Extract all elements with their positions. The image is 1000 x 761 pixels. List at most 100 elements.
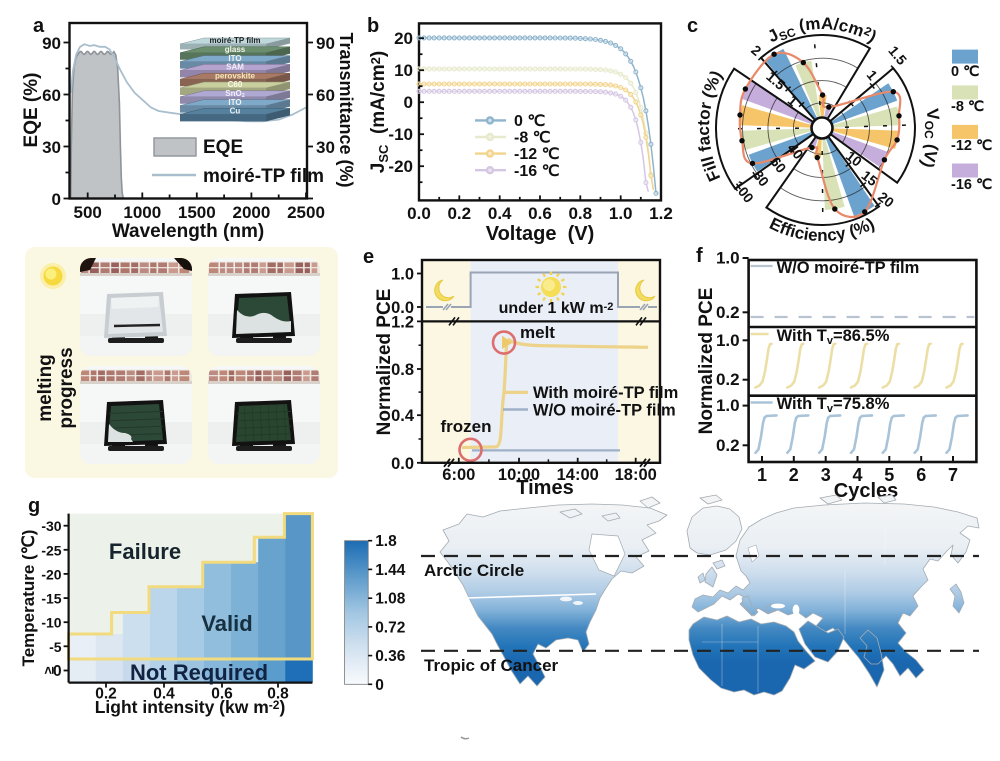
svg-text:c: c <box>687 15 698 37</box>
svg-text:Failure: Failure <box>109 539 181 564</box>
svg-text:0.2: 0.2 <box>95 686 117 703</box>
svg-text:Transmittance (%): Transmittance (%) <box>336 32 356 187</box>
svg-text:2: 2 <box>789 465 799 485</box>
svg-text:80: 80 <box>750 167 772 189</box>
svg-text:-16 ℃: -16 ℃ <box>514 163 560 180</box>
svg-text:Cu: Cu <box>230 107 241 116</box>
svg-text:Normalized PCE: Normalized PCE <box>374 289 395 436</box>
svg-text:10: 10 <box>394 61 413 80</box>
svg-text:14:00: 14:00 <box>557 466 599 484</box>
svg-text:30: 30 <box>316 138 335 157</box>
svg-text:JSC (mA/cm2): JSC (mA/cm2) <box>368 51 391 173</box>
svg-text:0.2: 0.2 <box>716 303 740 322</box>
svg-text:With Tv=75.8%: With Tv=75.8% <box>777 395 890 415</box>
svg-text:Light intensity (kw m-2): Light intensity (kw m-2) <box>95 697 286 717</box>
svg-text:2000: 2000 <box>232 203 270 222</box>
svg-text:0.8: 0.8 <box>267 686 289 703</box>
svg-text:a: a <box>33 15 45 37</box>
svg-text:b: b <box>367 15 379 37</box>
svg-text:0.4: 0.4 <box>153 686 175 703</box>
svg-text:0: 0 <box>375 677 384 694</box>
svg-text:1500: 1500 <box>178 203 216 222</box>
svg-text:100: 100 <box>730 177 757 205</box>
svg-text:1: 1 <box>757 465 767 485</box>
svg-text:perovskite: perovskite <box>215 71 256 80</box>
svg-text:moiré-TP film: moiré-TP film <box>210 36 261 45</box>
svg-text:With Tv=86.5%: With Tv=86.5% <box>777 327 890 347</box>
svg-text:Fill factor (%): Fill factor (%) <box>694 68 726 185</box>
svg-text:5: 5 <box>884 465 894 485</box>
svg-text:0.72: 0.72 <box>375 619 405 636</box>
svg-text:Times: Times <box>516 477 573 499</box>
svg-text:-12 ℃: -12 ℃ <box>951 138 993 154</box>
svg-text:4: 4 <box>852 465 862 485</box>
svg-text:With moiré-TP film: With moiré-TP film <box>533 384 678 402</box>
svg-text:6: 6 <box>916 465 926 485</box>
svg-text:-16 ℃: -16 ℃ <box>951 177 993 193</box>
svg-text:0: 0 <box>404 93 413 112</box>
svg-text:JSC (mA/cm2): JSC (mA/cm2) <box>764 14 879 47</box>
svg-text:frozen: frozen <box>441 417 492 436</box>
svg-text:0.8: 0.8 <box>391 361 414 379</box>
svg-text:SAM: SAM <box>226 63 244 72</box>
svg-text:0 ℃: 0 ℃ <box>514 113 545 130</box>
svg-text:1.8: 1.8 <box>375 533 397 550</box>
svg-text:90: 90 <box>316 34 335 53</box>
svg-text:-30: -30 <box>41 518 61 534</box>
svg-text:0.0: 0.0 <box>407 204 431 223</box>
svg-text:90: 90 <box>42 34 61 53</box>
svg-text:1.2: 1.2 <box>649 204 673 223</box>
svg-text:0.2: 0.2 <box>716 436 740 455</box>
svg-text:Valid: Valid <box>201 611 252 636</box>
svg-text:60: 60 <box>42 86 61 105</box>
svg-text:0.36: 0.36 <box>375 648 406 665</box>
svg-text:g: g <box>28 495 40 517</box>
svg-text:7: 7 <box>948 465 958 485</box>
svg-text:ITO: ITO <box>228 98 241 107</box>
svg-text:Wavelength (nm): Wavelength (nm) <box>112 221 264 242</box>
svg-text:under 1 kW m-2: under 1 kW m-2 <box>499 300 614 317</box>
svg-text:-12 ℃: -12 ℃ <box>514 146 560 163</box>
svg-text:Voltage (V): Voltage (V) <box>486 223 595 245</box>
svg-text:-15: -15 <box>41 591 61 607</box>
svg-text:0.4: 0.4 <box>488 204 512 223</box>
svg-text:0.2: 0.2 <box>447 204 471 223</box>
svg-text:-8 ℃: -8 ℃ <box>514 130 551 147</box>
svg-text:1.08: 1.08 <box>375 591 406 608</box>
svg-text:EQE: EQE <box>203 137 243 158</box>
svg-text:glass: glass <box>225 45 246 54</box>
svg-text:0 ℃: 0 ℃ <box>951 64 980 80</box>
svg-text:W/O moiré-TP film: W/O moiré-TP film <box>533 402 676 420</box>
svg-text:0.4: 0.4 <box>391 407 415 425</box>
svg-text:EQE (%): EQE (%) <box>21 73 42 148</box>
svg-text:Not Required: Not Required <box>130 660 268 685</box>
svg-text:1000: 1000 <box>123 203 161 222</box>
svg-text:500: 500 <box>74 203 102 222</box>
svg-text:0.6: 0.6 <box>211 686 233 703</box>
svg-text:f: f <box>696 245 703 267</box>
svg-text:Normalized PCE: Normalized PCE <box>696 288 717 435</box>
svg-text:0.2: 0.2 <box>716 370 740 389</box>
svg-text:Arctic Circle: Arctic Circle <box>424 561 524 580</box>
svg-text:Tropic of Cancer: Tropic of Cancer <box>424 656 559 675</box>
svg-text:e: e <box>363 246 374 268</box>
svg-text:1.0: 1.0 <box>716 396 740 415</box>
svg-text:-25: -25 <box>41 542 61 558</box>
svg-text:0.6: 0.6 <box>528 204 552 223</box>
svg-text:-5: -5 <box>49 639 62 655</box>
svg-text:Temperature (℃): Temperature (℃) <box>19 530 38 667</box>
svg-text:1.0: 1.0 <box>609 204 633 223</box>
svg-text:0.0: 0.0 <box>391 455 414 473</box>
svg-text:10:00: 10:00 <box>498 466 540 484</box>
svg-text:-10: -10 <box>41 615 61 631</box>
svg-text:progress: progress <box>56 347 77 428</box>
svg-text:C60: C60 <box>228 80 243 89</box>
svg-text:VOC (V): V OC (V) <box>917 108 942 171</box>
svg-text:Efficiency (%): Efficiency (%) <box>767 214 878 245</box>
svg-text:6:00: 6:00 <box>442 466 475 484</box>
svg-text:0: 0 <box>52 190 61 209</box>
svg-text:melt: melt <box>520 323 555 342</box>
svg-text:-8 ℃: -8 ℃ <box>951 99 985 115</box>
svg-text:30: 30 <box>42 138 61 157</box>
svg-text:-20: -20 <box>41 566 61 582</box>
